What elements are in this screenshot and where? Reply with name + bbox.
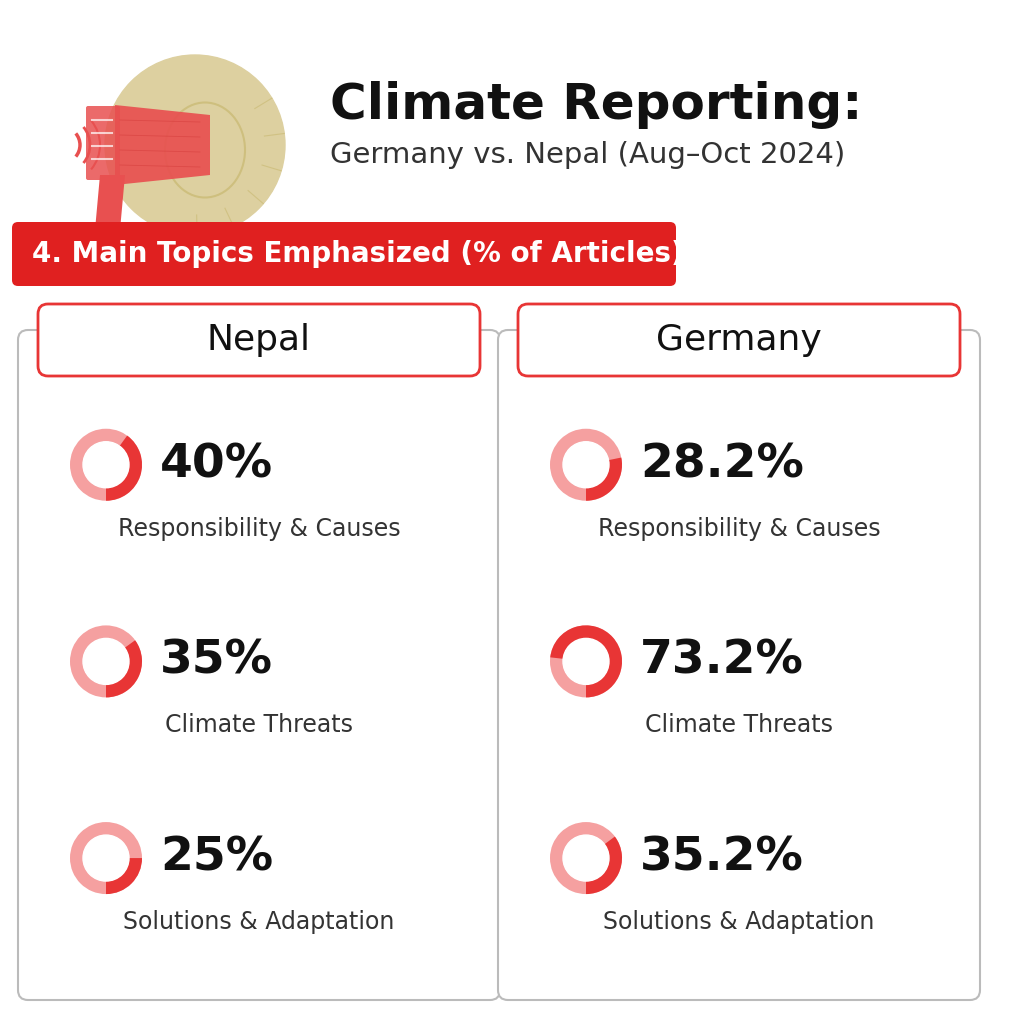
Wedge shape [550,626,622,697]
Text: Germany vs. Nepal (Aug–Oct 2024): Germany vs. Nepal (Aug–Oct 2024) [330,141,845,169]
FancyBboxPatch shape [38,304,480,376]
Wedge shape [586,837,622,894]
Circle shape [105,55,285,234]
Ellipse shape [165,102,245,198]
Text: Responsibility & Causes: Responsibility & Causes [598,517,881,541]
Wedge shape [70,429,142,501]
Circle shape [83,441,129,487]
Wedge shape [106,435,142,501]
Circle shape [563,835,609,881]
Text: 25%: 25% [160,836,273,881]
Text: Responsibility & Causes: Responsibility & Causes [118,517,400,541]
FancyBboxPatch shape [18,330,500,1000]
Wedge shape [106,858,142,894]
Text: Climate Reporting:: Climate Reporting: [330,81,862,129]
Text: Nepal: Nepal [207,323,311,357]
Wedge shape [550,429,622,501]
Text: Solutions & Adaptation: Solutions & Adaptation [123,910,394,934]
Text: Climate Threats: Climate Threats [165,714,353,737]
Wedge shape [70,822,142,894]
Polygon shape [95,175,125,230]
Text: 40%: 40% [160,442,273,487]
Wedge shape [70,626,142,697]
FancyBboxPatch shape [86,106,120,180]
FancyBboxPatch shape [518,304,961,376]
Wedge shape [550,626,622,697]
Text: Solutions & Adaptation: Solutions & Adaptation [603,910,874,934]
Circle shape [83,638,129,684]
Wedge shape [106,640,142,697]
Circle shape [563,638,609,684]
Text: 35%: 35% [160,639,273,684]
Text: 73.2%: 73.2% [640,639,804,684]
Circle shape [83,835,129,881]
Wedge shape [550,822,622,894]
Circle shape [563,441,609,487]
FancyBboxPatch shape [498,330,980,1000]
Text: 35.2%: 35.2% [640,836,804,881]
FancyBboxPatch shape [12,222,676,286]
Text: 28.2%: 28.2% [640,442,804,487]
Text: 4. Main Topics Emphasized (% of Articles): 4. Main Topics Emphasized (% of Articles… [32,240,684,268]
Text: Climate Threats: Climate Threats [645,714,833,737]
Polygon shape [115,105,210,185]
Wedge shape [586,458,622,501]
Text: Germany: Germany [656,323,822,357]
